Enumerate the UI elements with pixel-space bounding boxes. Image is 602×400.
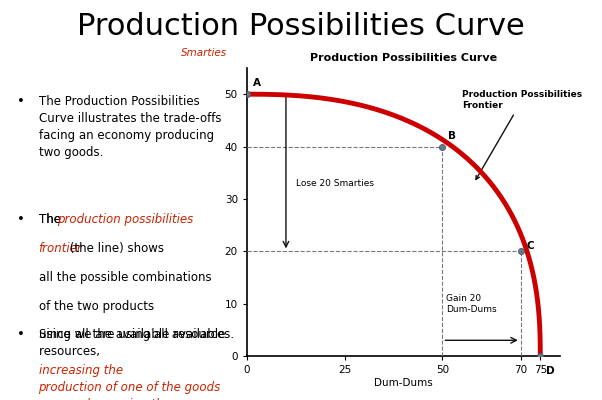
Text: The: The xyxy=(39,213,64,226)
Text: (the line) shows: (the line) shows xyxy=(66,242,168,255)
Text: Production Possibilities
Frontier: Production Possibilities Frontier xyxy=(462,90,582,180)
Text: A: A xyxy=(253,78,261,88)
Text: The Production Possibilities
Curve illustrates the trade-offs
facing an economy : The Production Possibilities Curve illus… xyxy=(39,95,221,159)
Text: B: B xyxy=(448,131,456,141)
X-axis label: Dum-Dums: Dum-Dums xyxy=(374,378,433,388)
Text: •: • xyxy=(17,328,25,341)
Text: Since we are using all available
resources,: Since we are using all available resourc… xyxy=(39,328,225,358)
Text: Gain 20
Dum-Dums: Gain 20 Dum-Dums xyxy=(447,294,497,314)
Text: increasing the
production of one of the goods
means decreasing the
production of: increasing the production of one of the … xyxy=(39,364,221,400)
Text: C: C xyxy=(527,241,534,251)
Text: frontier: frontier xyxy=(39,242,82,255)
Text: Smarties: Smarties xyxy=(181,48,228,58)
Text: •: • xyxy=(17,95,25,108)
Text: using all the available resources.: using all the available resources. xyxy=(39,328,234,342)
Text: •: • xyxy=(17,213,25,226)
Text: Production Possibilities Curve: Production Possibilities Curve xyxy=(77,12,525,41)
Text: production possibilities: production possibilities xyxy=(57,213,193,226)
Text: D: D xyxy=(546,366,555,376)
Title: Production Possibilities Curve: Production Possibilities Curve xyxy=(310,53,497,63)
Text: The: The xyxy=(39,213,64,226)
Text: Lose 20 Smarties: Lose 20 Smarties xyxy=(296,179,374,188)
Text: of the two products: of the two products xyxy=(39,300,154,313)
Text: all the possible combinations: all the possible combinations xyxy=(39,271,211,284)
